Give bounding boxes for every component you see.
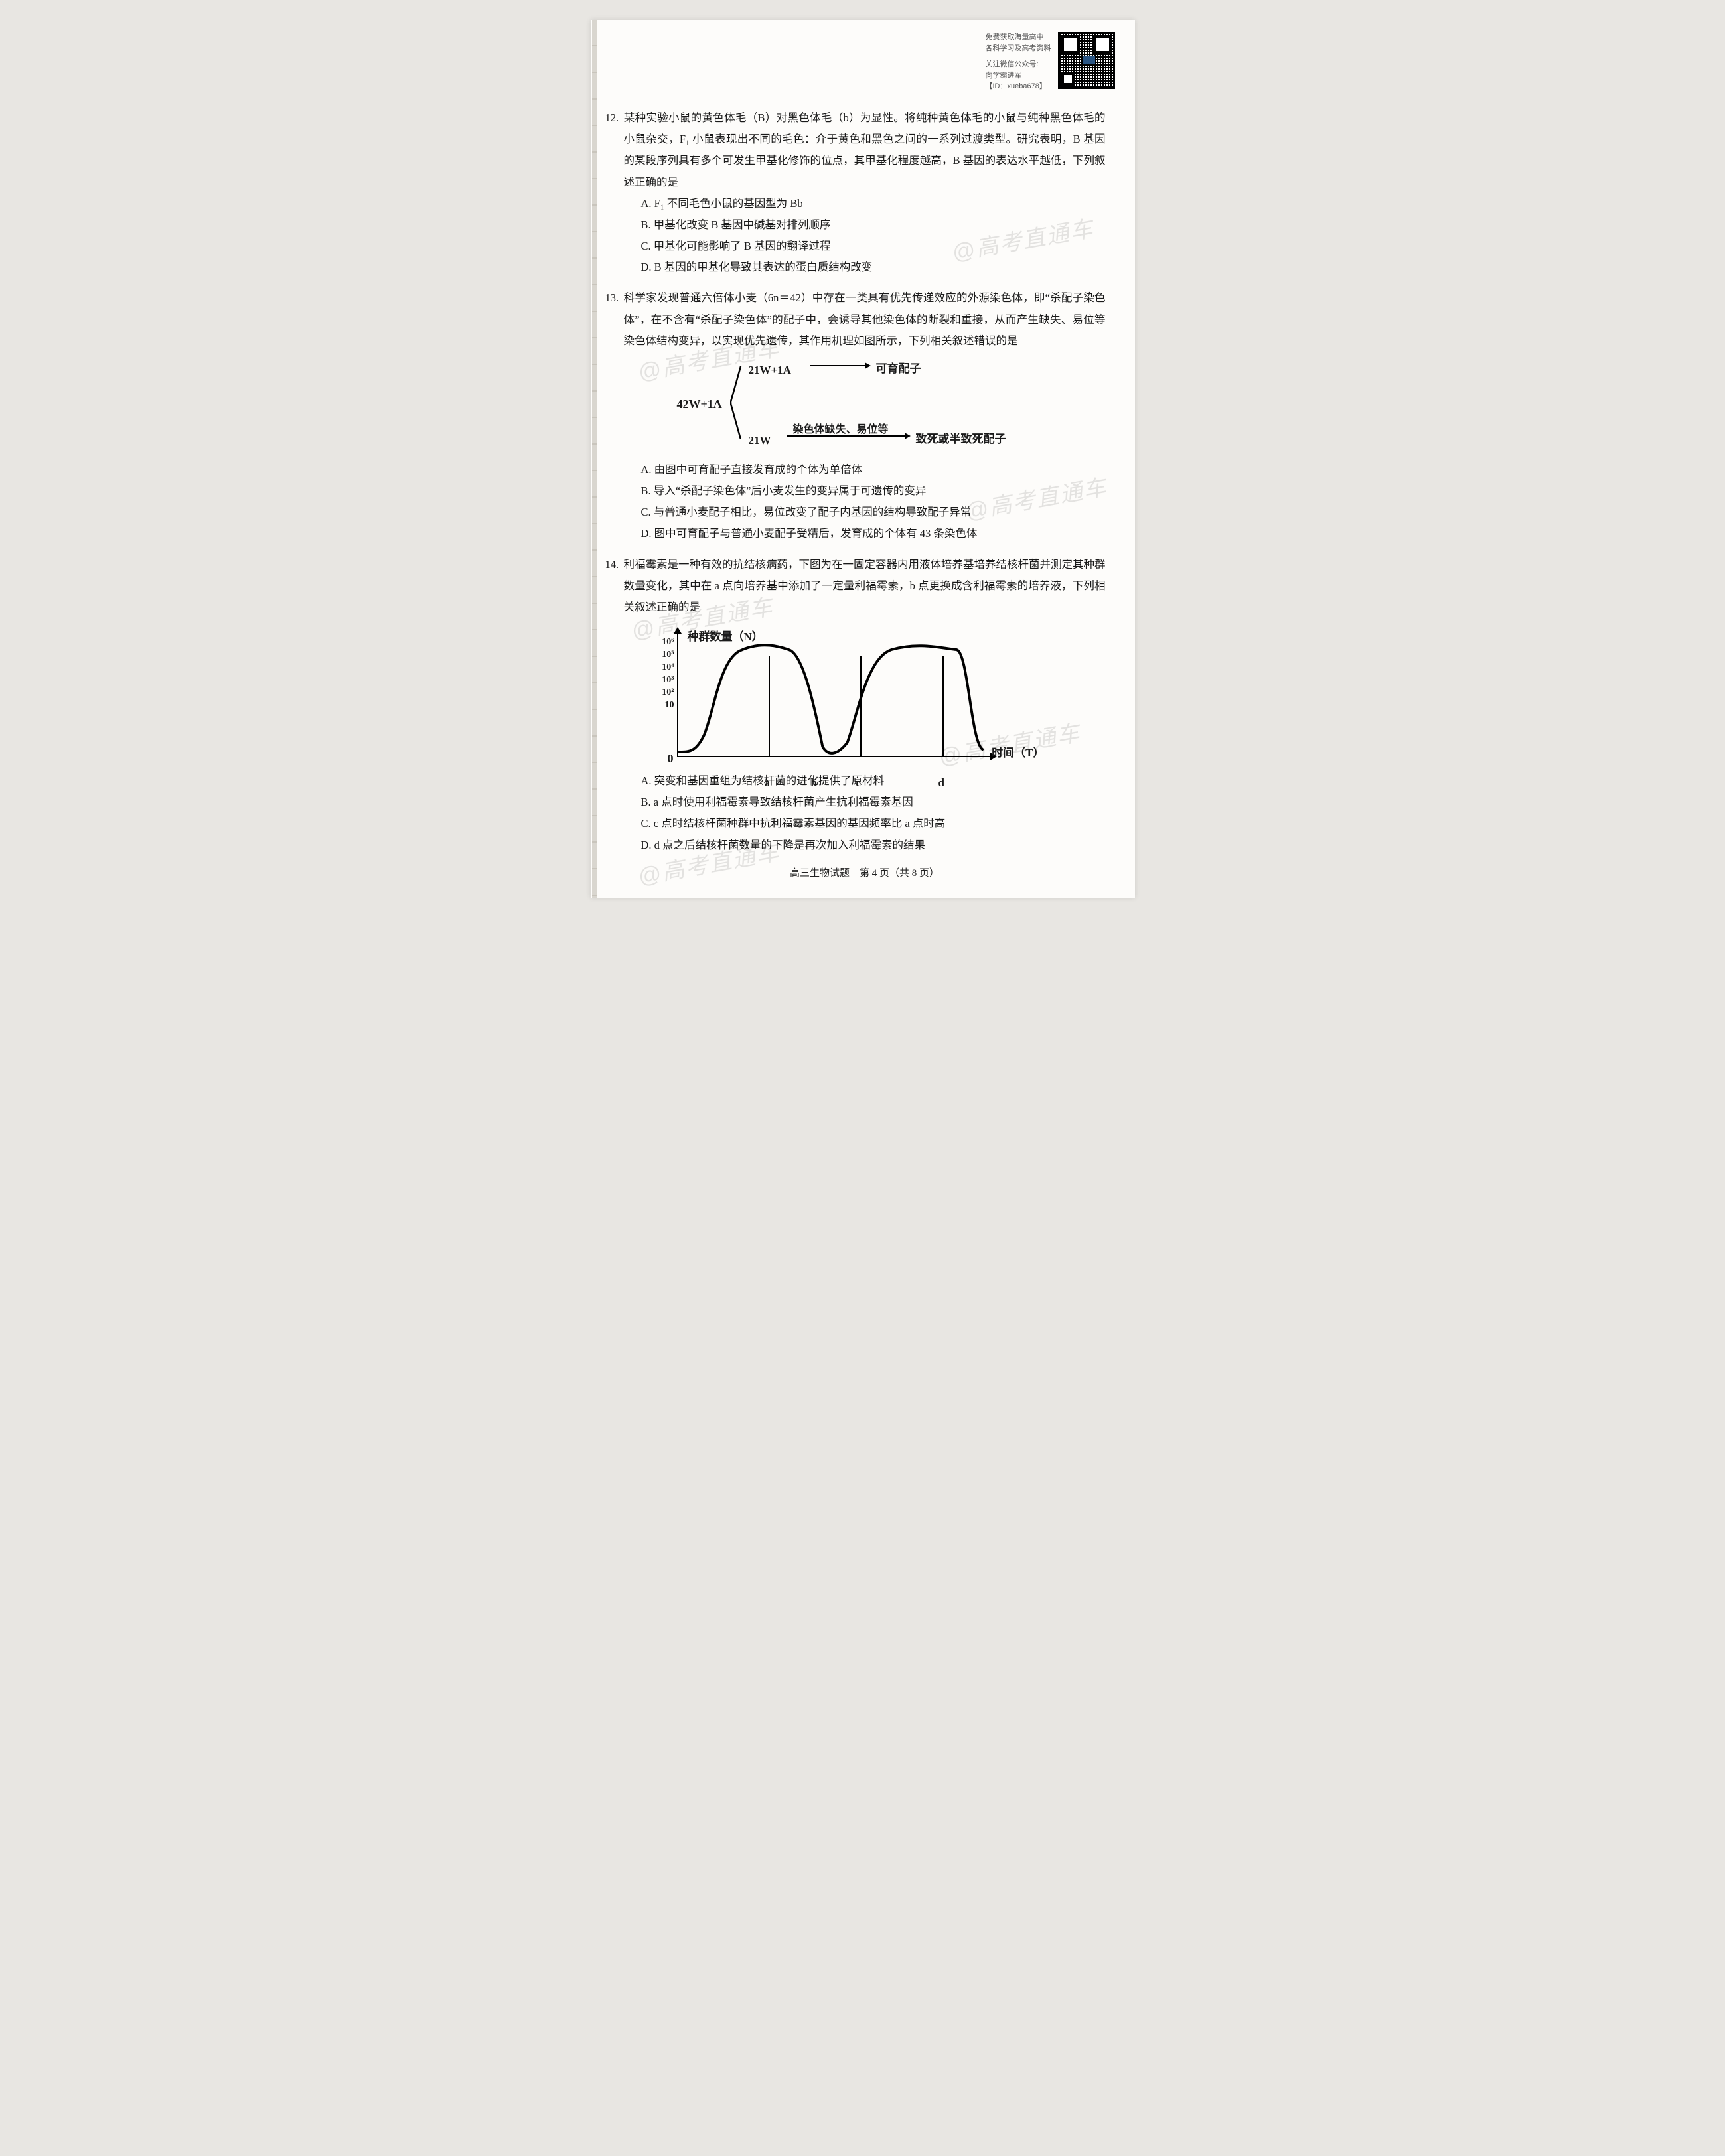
q14-stem-text: 利福霉素是一种有效的抗结核病药，下图为在一固定容器内用液体培养基培养结核杆菌并测… xyxy=(624,558,1106,613)
q13-option-c: C. 与普通小麦配子相比，易位改变了配子内基因的结构导致配子异常 xyxy=(624,502,1106,523)
arrow-icon xyxy=(810,365,869,366)
q14-option-d: D. d 点之后结核杆菌数量的下降是再次加入利福霉素的结果 xyxy=(624,835,1106,856)
question-14: 14.利福霉素是一种有效的抗结核病药，下图为在一固定容器内用液体培养基培养结核杆… xyxy=(624,554,1106,856)
top-result-label: 可育配子 xyxy=(876,358,921,380)
xtick-d: d xyxy=(938,772,944,794)
diagram-root-label: 42W+1A xyxy=(677,393,722,416)
q12-option-d: D. B 基因的甲基化导致其表达的蛋白质结构改变 xyxy=(624,257,1106,278)
q13-stem: 13.科学家发现普通六倍体小麦（6n＝42）中存在一类具有优先传递效应的外源染色… xyxy=(624,287,1106,352)
header-info: 免费获取海量高中 各科学习及高考资料 关注微信公众号: 向学霸进军 【ID：xu… xyxy=(986,32,1115,92)
q12-option-a: A. F₁ 不同毛色小鼠的基因型为 Bb xyxy=(624,193,1106,214)
ytick: 10² xyxy=(653,687,674,699)
page-footer: 高三生物试题 第 4 页（共 8 页） xyxy=(624,864,1106,883)
q13-diagram: 42W+1A 21W+1A 可育配子 21W 染色体缺失、易位等 致死或半致死配… xyxy=(677,354,1106,454)
curve-path xyxy=(679,645,982,753)
qr-code-icon xyxy=(1058,32,1115,89)
q14-chart: 种群数量（N） 10⁶ 10⁵ 10⁴ 10³ 10² 10 0 时间（T） xyxy=(657,623,1002,769)
header-line3: 关注微信公众号: xyxy=(986,59,1051,70)
top-branch-label: 21W+1A xyxy=(749,359,791,381)
ytick: 10⁵ xyxy=(653,649,674,662)
q13-stem-text: 科学家发现普通六倍体小麦（6n＝42）中存在一类具有优先传递效应的外源染色体，即… xyxy=(624,291,1106,346)
population-curve xyxy=(677,635,989,757)
q12-option-c: C. 甲基化可能影响了 B 基因的翻译过程 xyxy=(624,236,1106,257)
q12-stem: 12.某种实验小鼠的黄色体毛（B）对黑色体毛（b）为显性。将纯种黄色体毛的小鼠与… xyxy=(624,108,1106,193)
xtick-b: b xyxy=(811,772,817,794)
ytick: 10⁴ xyxy=(653,662,674,674)
q14-option-b: B. a 点时使用利福霉素导致结核杆菌产生抗利福霉素基因 xyxy=(624,792,1106,813)
q12-option-b: B. 甲基化改变 B 基因中碱基对排列顺序 xyxy=(624,214,1106,236)
q14-number: 14. xyxy=(605,554,624,575)
q12-number: 12. xyxy=(605,108,624,129)
y-axis-ticks: 10⁶ 10⁵ 10⁴ 10³ 10² 10 xyxy=(653,636,674,711)
header-line2: 各科学习及高考资料 xyxy=(986,43,1051,54)
xtick-c: c xyxy=(856,772,862,794)
arrow-icon xyxy=(787,435,909,437)
header-text: 免费获取海量高中 各科学习及高考资料 关注微信公众号: 向学霸进军 【ID：xu… xyxy=(986,32,1051,92)
xtick-a: a xyxy=(765,772,771,794)
question-12: 12.某种实验小鼠的黄色体毛（B）对黑色体毛（b）为显性。将纯种黄色体毛的小鼠与… xyxy=(624,108,1106,278)
q13-option-d: D. 图中可育配子与普通小麦配子受精后，发育成的个体有 43 条染色体 xyxy=(624,523,1106,544)
header-line1: 免费获取海量高中 xyxy=(986,32,1051,43)
q12-stem-text: 某种实验小鼠的黄色体毛（B）对黑色体毛（b）为显性。将纯种黄色体毛的小鼠与纯种黑… xyxy=(624,111,1106,188)
q13-option-a: A. 由图中可育配子直接发育成的个体为单倍体 xyxy=(624,459,1106,480)
bottom-mid-label: 染色体缺失、易位等 xyxy=(793,419,889,440)
bottom-result-label: 致死或半致死配子 xyxy=(916,428,1006,450)
ytick: 10⁶ xyxy=(653,636,674,649)
binding-strip xyxy=(592,20,597,898)
origin-label: 0 xyxy=(668,747,674,770)
q13-number: 13. xyxy=(605,287,624,309)
header-line4: 向学霸进军 xyxy=(986,70,1051,82)
ytick: 10³ xyxy=(653,674,674,687)
question-13: 13.科学家发现普通六倍体小麦（6n＝42）中存在一类具有优先传递效应的外源染色… xyxy=(624,287,1106,544)
q14-stem: 14.利福霉素是一种有效的抗结核病药，下图为在一固定容器内用液体培养基培养结核杆… xyxy=(624,554,1106,618)
ytick: 10 xyxy=(653,699,674,712)
exam-page: 免费获取海量高中 各科学习及高考资料 关注微信公众号: 向学霸进军 【ID：xu… xyxy=(591,20,1135,898)
brace-icon xyxy=(730,366,742,439)
x-axis-title: 时间（T） xyxy=(992,742,1044,764)
bottom-branch-label: 21W xyxy=(749,429,771,451)
q14-option-c: C. c 点时结核杆菌种群中抗利福霉素基因的基因频率比 a 点时高 xyxy=(624,813,1106,834)
header-line5: 【ID：xueba678】 xyxy=(986,81,1051,92)
q14-option-a: A. 突变和基因重组为结核杆菌的进化提供了原材料 xyxy=(624,770,1106,792)
q13-option-b: B. 导入“杀配子染色体”后小麦发生的变异属于可遗传的变异 xyxy=(624,480,1106,502)
